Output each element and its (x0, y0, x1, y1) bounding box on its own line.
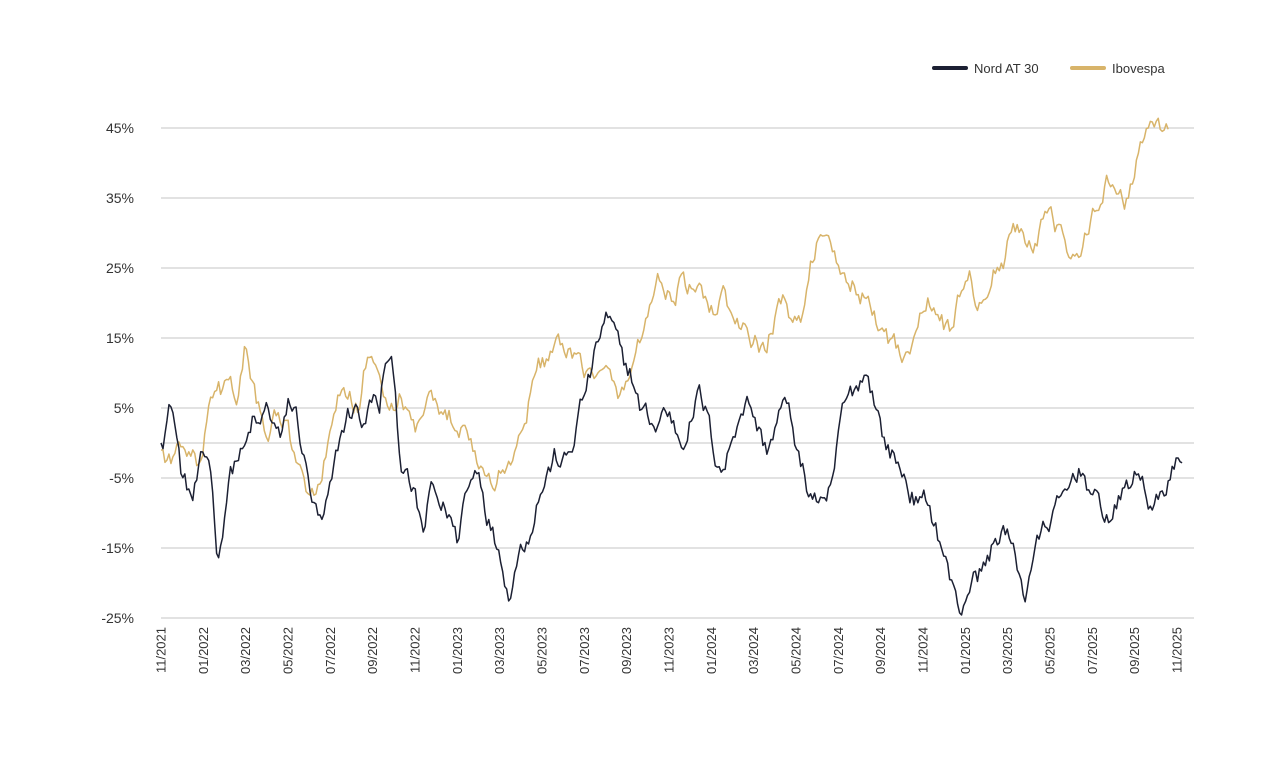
x-tick-label: 03/2024 (746, 627, 761, 674)
y-tick-label: 5% (114, 400, 134, 416)
x-tick-label: 05/2022 (281, 627, 296, 674)
y-tick-label: 15% (106, 330, 134, 346)
x-tick-label: 09/2023 (619, 627, 634, 674)
x-tick-label: 11/2024 (916, 627, 931, 673)
x-tick-label: 07/2022 (323, 627, 338, 674)
x-tick-label: 11/2023 (662, 627, 677, 673)
x-tick-label: 11/2021 (154, 627, 169, 673)
x-tick-label: 11/2022 (408, 627, 423, 673)
x-tick-label: 01/2022 (196, 627, 211, 674)
x-tick-label: 01/2024 (704, 627, 719, 674)
x-tick-label: 09/2025 (1127, 627, 1142, 674)
x-axis-ticks: 11/2021 01/2022 03/2022 05/2022 07/2022 09/20… (154, 627, 1185, 674)
y-tick-label: 25% (106, 260, 134, 276)
y-axis-ticks: 45% 35% 25% 15% 5% -5% -15% -25% (101, 120, 134, 626)
x-tick-label: 07/2023 (577, 627, 592, 674)
x-tick-label: 01/2023 (450, 627, 465, 674)
series-line-ibovespa (160, 117, 1169, 497)
x-tick-label: 05/2024 (789, 627, 804, 674)
legend: Nord AT 30 Ibovespa (932, 61, 1166, 76)
y-tick-label: 35% (106, 190, 134, 206)
x-tick-label: 03/2023 (492, 627, 507, 674)
legend-label: Ibovespa (1112, 61, 1166, 76)
x-tick-label: 01/2025 (958, 627, 973, 674)
series-line-nord-at-30 (160, 311, 1183, 616)
legend-label: Nord AT 30 (974, 61, 1039, 76)
grid-lines (161, 127, 1194, 619)
x-tick-label: 07/2025 (1085, 627, 1100, 674)
series-lines (160, 117, 1183, 616)
y-tick-label: 45% (106, 120, 134, 136)
x-tick-label: 07/2024 (831, 627, 846, 674)
y-tick-label: -15% (101, 540, 134, 556)
x-tick-label: 05/2023 (535, 627, 550, 674)
y-tick-label: -5% (109, 470, 134, 486)
x-tick-label: 05/2025 (1043, 627, 1058, 674)
y-tick-label: -25% (101, 610, 134, 626)
x-tick-label: 03/2025 (1000, 627, 1015, 674)
x-tick-label: 11/2025 (1170, 627, 1185, 673)
x-tick-label: 03/2022 (238, 627, 253, 674)
x-tick-label: 09/2024 (873, 627, 888, 674)
x-tick-label: 09/2022 (365, 627, 380, 674)
